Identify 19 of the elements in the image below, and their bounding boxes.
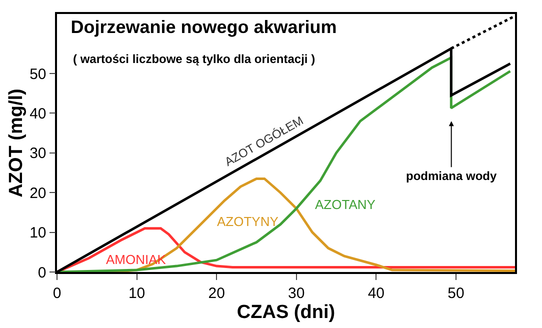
chart-title: Dojrzewanie nowego akwarium [70, 17, 337, 38]
y-axis-title: AZOT (mg/l) [6, 88, 27, 198]
y-tick-label: 0 [38, 264, 46, 282]
y-tick-label: 10 [30, 224, 46, 242]
y-tick-label: 40 [30, 105, 46, 122]
y-tick-label: 30 [30, 145, 46, 162]
annotation: podmiana wody [406, 169, 497, 183]
y-tick-label: 50 [30, 66, 46, 83]
x-axis-title: CZAS (dni) [236, 302, 336, 324]
y-tick-label: 20 [30, 184, 46, 202]
x-tick-label: 10 [128, 284, 146, 302]
x-tick-label: 50 [448, 284, 464, 302]
annotation: AZOTYNY [217, 214, 279, 229]
x-tick-label: 30 [288, 284, 305, 302]
x-tick-label: 0 [52, 284, 62, 302]
x-tick-label: 40 [368, 284, 385, 302]
x-tick-label: 20 [208, 284, 225, 302]
text: ( wartości liczbowe są tylko dla orientacji ) [73, 52, 316, 66]
annotation: AZOTANY [315, 197, 376, 212]
